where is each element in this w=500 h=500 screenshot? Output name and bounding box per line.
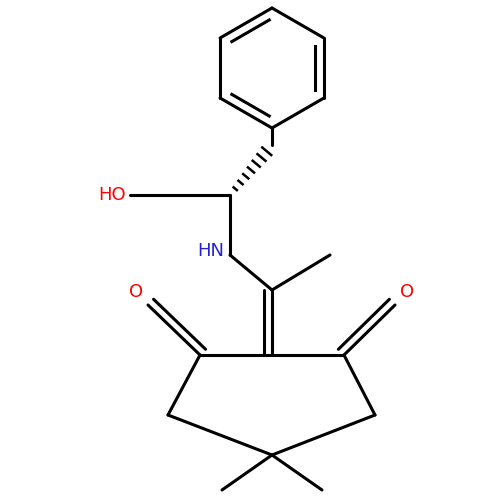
Text: O: O bbox=[400, 283, 414, 301]
Text: O: O bbox=[129, 283, 143, 301]
Text: HO: HO bbox=[98, 186, 126, 204]
Text: HN: HN bbox=[197, 242, 224, 260]
